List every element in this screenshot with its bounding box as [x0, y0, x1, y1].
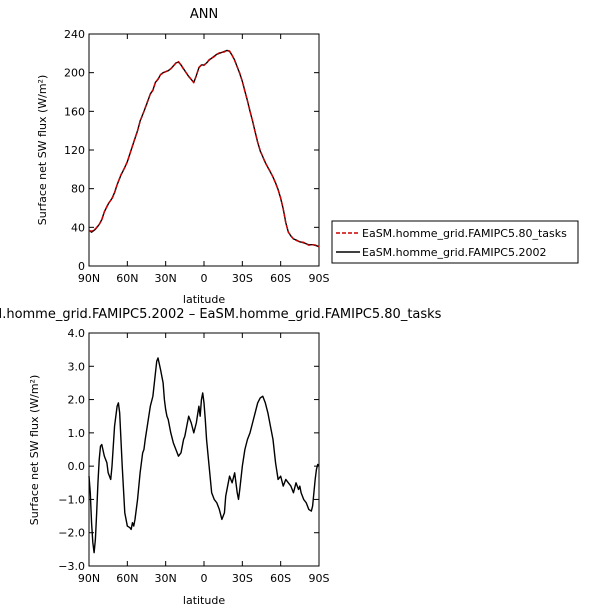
bottom-x-tick-label: 60S [270, 572, 291, 585]
bottom-x-tick-label: 30S [232, 572, 253, 585]
top-chart: ANN 90N 60N 30N 0 30S 60S 90S 0 40 80 120 160 200 24… [36, 7, 579, 306]
bottom-x-tick-label: 30N [155, 572, 177, 585]
top-series-line-1 [88, 49, 320, 248]
top-chart-title: ANN [190, 7, 218, 22]
bottom-x-tick-label: 90N [78, 572, 100, 585]
top-y-tick-label: 120 [64, 144, 85, 157]
bottom-y-tick-label: −2.0 [58, 527, 85, 540]
bottom-x-axis-label: latitude [183, 594, 225, 607]
bottom-y-tick-label: 0.0 [68, 460, 86, 473]
legend-label-80-tasks: EaSM.homme_grid.FAMIPC5.80_tasks [362, 227, 567, 240]
top-x-axis: 90N 60N 30N 0 30S 60S 90S [78, 34, 330, 285]
legend: EaSM.homme_grid.FAMIPC5.80_tasks EaSM.ho… [331, 220, 579, 264]
top-y-tick-label: 80 [71, 183, 85, 196]
top-x-tick-label: 90S [309, 272, 330, 285]
bottom-y-axis: −3.0 −2.0 −1.0 0.0 1.0 2.0 3.0 4.0 [58, 327, 319, 573]
top-y-axis-label: Surface net SW flux (W/m²) [36, 75, 49, 226]
bottom-series-line-0 [88, 357, 320, 554]
top-x-tick-label: 0 [201, 272, 208, 285]
top-x-tick-label: 30S [232, 272, 253, 285]
bottom-chart-title: EaSM.homme_grid.FAMIPC5.2002 – EaSM.homm… [0, 307, 442, 322]
top-x-axis-label: latitude [183, 293, 225, 306]
bottom-y-tick-label: 2.0 [68, 394, 86, 407]
bottom-x-tick-label: 90S [309, 572, 330, 585]
bottom-x-axis: 90N 60N 30N 0 30S 60S 90S [78, 333, 330, 585]
top-chart-plot-frame [88, 33, 320, 267]
top-x-tick-label: 30N [155, 272, 177, 285]
legend-box [331, 220, 579, 264]
bottom-y-tick-label: 1.0 [68, 427, 86, 440]
bottom-chart-plot-frame [88, 332, 320, 567]
bottom-y-tick-label: 4.0 [68, 327, 86, 340]
bottom-chart-series-lines [88, 357, 320, 554]
top-y-tick-label: 40 [71, 221, 85, 234]
top-y-tick-label: 200 [64, 67, 85, 80]
bottom-y-tick-label: −3.0 [58, 560, 85, 573]
bottom-y-axis-label: Surface net SW flux (W/m²) [28, 375, 41, 526]
bottom-chart: EaSM.homme_grid.FAMIPC5.2002 – EaSM.homm… [0, 307, 442, 607]
top-y-tick-label: 160 [64, 105, 85, 118]
top-y-tick-label: 240 [64, 28, 85, 41]
bottom-x-tick-label: 0 [201, 572, 208, 585]
bottom-y-tick-label: 3.0 [68, 360, 86, 373]
legend-label-2002: EaSM.homme_grid.FAMIPC5.2002 [362, 246, 546, 259]
top-y-tick-label: 0 [78, 260, 85, 273]
bottom-x-tick-label: 60N [116, 572, 138, 585]
bottom-y-tick-label: −1.0 [58, 493, 85, 506]
top-chart-series-lines [88, 49, 320, 248]
top-x-tick-label: 60N [116, 272, 138, 285]
top-x-tick-label: 90N [78, 272, 100, 285]
top-y-axis: 0 40 80 120 160 200 240 [64, 28, 319, 273]
top-x-tick-label: 60S [270, 272, 291, 285]
